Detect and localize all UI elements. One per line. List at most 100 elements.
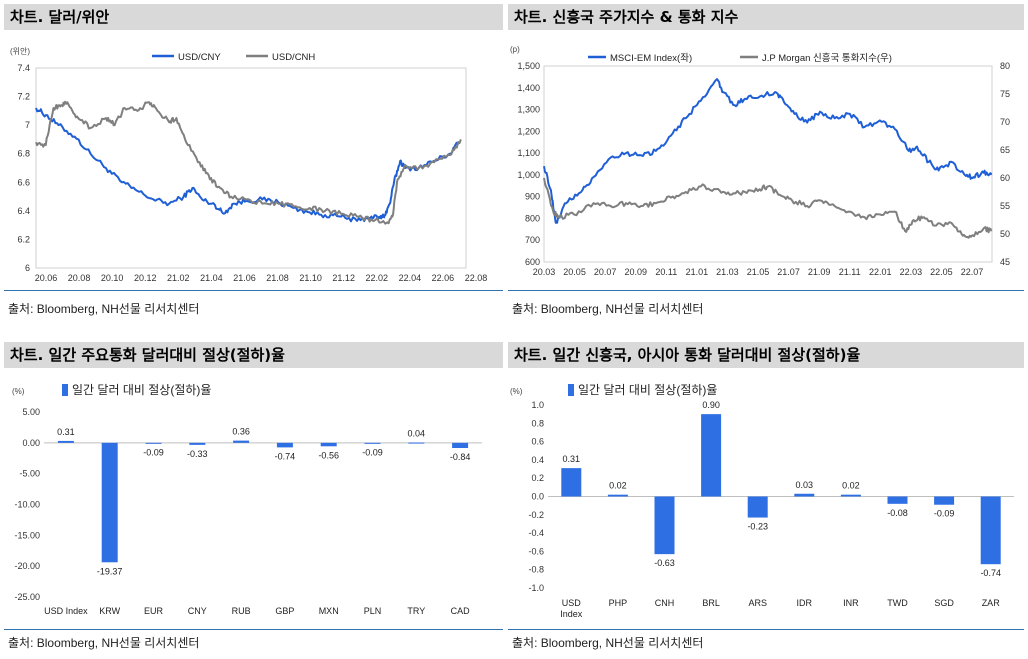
y-right-tick-label: 80 (1000, 61, 1010, 71)
legend-label: USD/CNY (178, 52, 221, 63)
x-tick-label: ZAR (982, 598, 1001, 608)
divider (4, 629, 503, 630)
x-tick-label: 22.06 (432, 273, 455, 283)
y-tick-label: 0.2 (531, 473, 544, 483)
x-tick-label: 21.11 (839, 267, 861, 277)
y-tick-label: -5.00 (19, 469, 40, 479)
bar-php (607, 494, 628, 497)
plot-frame (35, 67, 467, 269)
x-tick-label: 21.04 (200, 273, 223, 283)
y-tick-label: 1.0 (531, 400, 544, 410)
y-left-tick-label: 1,200 (517, 126, 540, 136)
chart-title: 차트. 달러/위안 (4, 4, 503, 30)
x-tick-label: 20.10 (101, 273, 124, 283)
y-tick-label: 7 (25, 120, 30, 130)
data-label: 0.02 (609, 481, 627, 491)
x-tick-label: 21.08 (266, 273, 289, 283)
divider (508, 629, 1024, 630)
data-label: -0.63 (654, 558, 675, 568)
chart-em-index: (p) 1,500 1,400 1,300 1,200 1,100 1,000 900 800 7… (510, 45, 1010, 277)
bar-eur (145, 442, 162, 444)
y-right-tick-label: 50 (1000, 229, 1010, 239)
y-tick-label: 0.8 (531, 418, 544, 428)
bar-sgd (934, 496, 955, 505)
chart-title: 차트. 일간 신흥국, 아시아 통화 달러대비 절상(절하)율 (508, 342, 1024, 368)
x-tick-label: SGD (934, 598, 954, 608)
y-left-tick-label: 1,300 (517, 105, 540, 115)
x-tick-label: USD Index (560, 598, 583, 619)
x-tick-label: MXN (319, 606, 339, 616)
y-tick-label: 0.00 (22, 438, 40, 448)
data-label: 0.90 (702, 400, 720, 410)
x-tick-label: ARS (748, 598, 767, 608)
x-tick-label: 22.04 (399, 273, 422, 283)
x-tick-label: 20.09 (624, 267, 647, 277)
x-tick-label: RUB (232, 606, 251, 616)
x-tick-label: 22.03 (900, 267, 923, 277)
series-line-usd-cny (35, 107, 460, 223)
x-tick-label: EUR (144, 606, 164, 616)
legend-swatch (62, 384, 68, 396)
x-tick-label: BRL (702, 598, 720, 608)
y-unit-label: (p) (510, 45, 520, 54)
y-right-tick-label: 45 (1000, 257, 1010, 267)
y-tick-label: 6.2 (17, 234, 30, 244)
y-tick-label: 7.4 (17, 63, 30, 73)
x-tick-label: 22.05 (930, 267, 953, 277)
x-tick-label: 21.02 (167, 273, 190, 283)
y-tick-label: -0.2 (528, 510, 544, 520)
x-tick-label: 21.05 (747, 267, 770, 277)
source-note: 출처: Bloomberg, NH선물 리서치센터 (512, 302, 704, 316)
data-label: 0.02 (842, 481, 860, 491)
y-tick-label: 0.4 (531, 455, 544, 465)
y-left-tick-label: 900 (525, 192, 540, 202)
chart-em-fx: (%) 일간 달러 대비 절상(절하)율 1.0 0.8 0.6 0.4 0.2 0.0 -0.… (510, 383, 1014, 619)
y-tick-label: -10.00 (14, 500, 40, 510)
x-tick-label: 20.08 (68, 273, 91, 283)
y-left-tick-label: 800 (525, 213, 540, 223)
data-label: 0.04 (408, 429, 426, 439)
legend-label: 일간 달러 대비 절상(절하)율 (72, 383, 211, 397)
data-label: -0.74 (275, 451, 296, 461)
source-note: 출처: Bloomberg, NH선물 리서치센터 (8, 636, 200, 650)
y-tick-label: 6.6 (17, 177, 30, 187)
y-right-tick-label: 70 (1000, 117, 1010, 127)
y-left-tick-label: 1,500 (517, 61, 540, 71)
data-label: -0.74 (980, 568, 1001, 578)
bar-gbp (276, 442, 293, 448)
y-tick-label: 6 (25, 263, 30, 273)
x-tick-label: 21.06 (233, 273, 256, 283)
bar-cad (452, 442, 469, 449)
x-tick-label: INR (843, 598, 859, 608)
y-tick-label: -0.6 (528, 546, 544, 556)
x-tick-label: GBP (275, 606, 294, 616)
legend-swatch (568, 384, 574, 396)
legend-label: J.P Morgan 신흥국 통화지수(우) (762, 52, 892, 64)
panel-major-fx: 차트. 일간 주요통화 달러대비 절상(절하)율 (%) 일간 달러 대비 절상(… (4, 342, 503, 656)
y-unit-label: (%) (12, 387, 25, 396)
x-tick-label: IDR (797, 598, 813, 608)
bar-ars (747, 496, 768, 518)
data-label: -0.33 (187, 449, 208, 459)
y-tick-label: 0.0 (531, 492, 544, 502)
data-label: -0.09 (934, 509, 955, 519)
y-tick-label: -15.00 (14, 530, 40, 540)
chart-title: 차트. 신흥국 주가지수 & 통화 지수 (508, 4, 1024, 30)
divider (4, 290, 503, 291)
y-tick-label: -20.00 (14, 561, 40, 571)
divider (508, 290, 1024, 291)
plot-frame (543, 65, 993, 263)
x-tick-label: 22.07 (961, 267, 984, 277)
y-tick-label: 7.2 (17, 92, 30, 102)
y-tick-label: 5.00 (22, 407, 40, 417)
x-tick-label: 21.10 (299, 273, 322, 283)
bar-rub (233, 440, 250, 443)
x-tick-label: 20.11 (655, 267, 677, 277)
data-label: -0.09 (362, 447, 383, 457)
y-tick-label: 6.4 (17, 206, 30, 216)
x-tick-label: 22.01 (869, 267, 892, 277)
y-tick-label: -25.00 (14, 592, 40, 602)
series-line-msci-em (543, 78, 993, 224)
y-tick-label: 0.6 (531, 437, 544, 447)
bar-usd-index (561, 468, 582, 497)
